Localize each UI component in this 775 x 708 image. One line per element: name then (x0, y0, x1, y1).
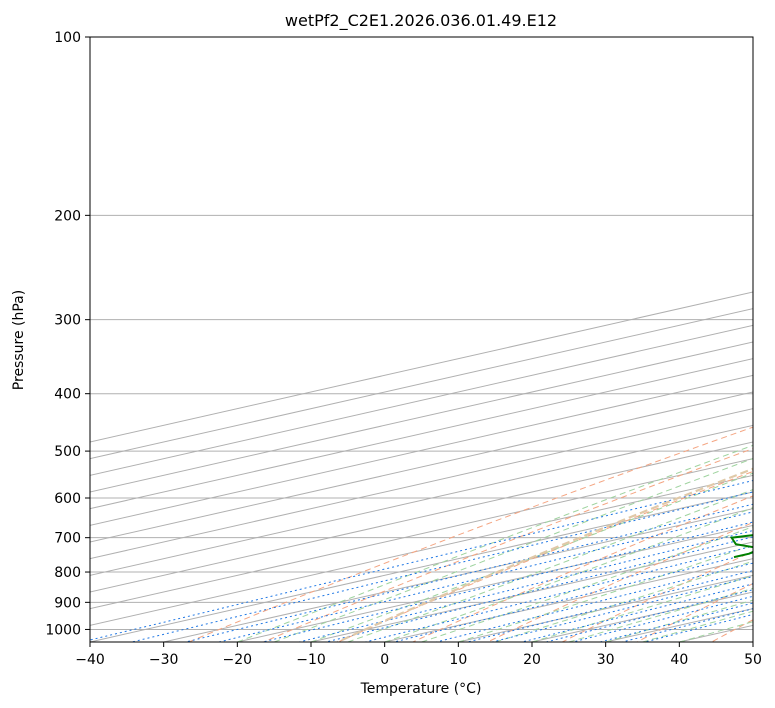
y-axis: 100 200 300 400 500 600 700 800 900 1000 (45, 30, 90, 638)
x-tick-label: 30 (597, 652, 615, 668)
isotherm-line (163, 508, 753, 642)
y-tick-label: 500 (54, 444, 81, 460)
x-tick-label: 20 (523, 652, 541, 668)
isotherm-line (384, 558, 753, 642)
x-axis: −40 −30 −20 −10 0 10 20 30 40 50 (75, 642, 762, 668)
isotherm-line (90, 408, 753, 560)
dry-adiabat (263, 448, 753, 642)
mixing-ratio-line (365, 545, 753, 642)
chart-title: wetPf2_C2E1.2026.036.01.49.E12 (285, 11, 557, 31)
x-tick-label: 10 (449, 652, 467, 668)
isotherm-line (237, 524, 753, 642)
isotherm-line (90, 308, 753, 460)
dry-adiabat (337, 470, 753, 642)
mixing-ratio-line (299, 530, 753, 642)
moist-adiabat (310, 472, 753, 642)
background-lines (90, 37, 753, 642)
mixing-ratio-line (131, 491, 753, 642)
y-tick-label: 200 (54, 208, 81, 224)
mixing-ratio-line (90, 480, 753, 641)
isotherm-line (90, 391, 753, 543)
isotherm-line (531, 591, 753, 642)
isotherm-line (90, 474, 753, 626)
isotherm-line (90, 324, 753, 476)
x-tick-label: −10 (296, 652, 326, 668)
dry-adiabat (636, 583, 753, 642)
isotherm-line (90, 424, 753, 576)
isotherm-line (90, 374, 753, 526)
moist-adiabat (384, 507, 753, 642)
x-tick-label: −40 (75, 652, 105, 668)
moist-adiabat (347, 488, 753, 642)
moist-adiabat (495, 560, 753, 642)
mixing-ratio-line (218, 511, 753, 642)
dry-adiabat (188, 426, 753, 642)
x-tick-label: 50 (744, 652, 762, 668)
moist-adiabat (458, 544, 753, 642)
moist-adiabat (568, 587, 753, 642)
y-axis-label: Pressure (hPa) (11, 290, 27, 390)
x-tick-label: 40 (670, 652, 688, 668)
moist-adiabat (531, 575, 753, 642)
x-tick-label: 0 (380, 652, 389, 668)
moist-adiabat (237, 444, 753, 642)
y-tick-label: 600 (54, 491, 81, 507)
mixing-ratio-line (262, 521, 753, 642)
mixing-ratio-line (546, 589, 753, 642)
moist-adiabat (274, 457, 753, 642)
y-tick-label: 700 (54, 531, 81, 547)
moist-adiabat (642, 610, 753, 642)
dry-adiabat (711, 619, 753, 642)
x-tick-label: −20 (223, 652, 253, 668)
x-axis-label: Temperature (°C) (360, 681, 482, 697)
y-tick-label: 900 (54, 595, 81, 611)
mixing-ratio-line (325, 536, 753, 642)
y-tick-label: 800 (54, 565, 81, 581)
isotherm-line (90, 491, 753, 642)
plot-frame (89, 36, 754, 643)
mixing-ratio-line (622, 608, 753, 642)
dry-adiabat (412, 495, 753, 642)
isotherm-line (90, 341, 753, 493)
isotherm-line (90, 441, 753, 593)
y-tick-label: 300 (54, 313, 81, 329)
mixing-ratio-line (394, 552, 753, 642)
y-tick-label: 100 (54, 30, 81, 46)
parcel-curve (337, 467, 753, 642)
mixing-ratio-line (645, 613, 753, 642)
isotherm-line (90, 458, 753, 610)
isotherm-line (90, 291, 753, 443)
isotherm-line (752, 641, 753, 642)
isotherm-line (90, 358, 753, 510)
y-tick-label: 1000 (45, 622, 81, 638)
y-tick-label: 400 (54, 387, 81, 403)
mixing-ratio-line (467, 570, 753, 642)
x-tick-label: −30 (149, 652, 179, 668)
dry-adiabat (487, 521, 753, 642)
